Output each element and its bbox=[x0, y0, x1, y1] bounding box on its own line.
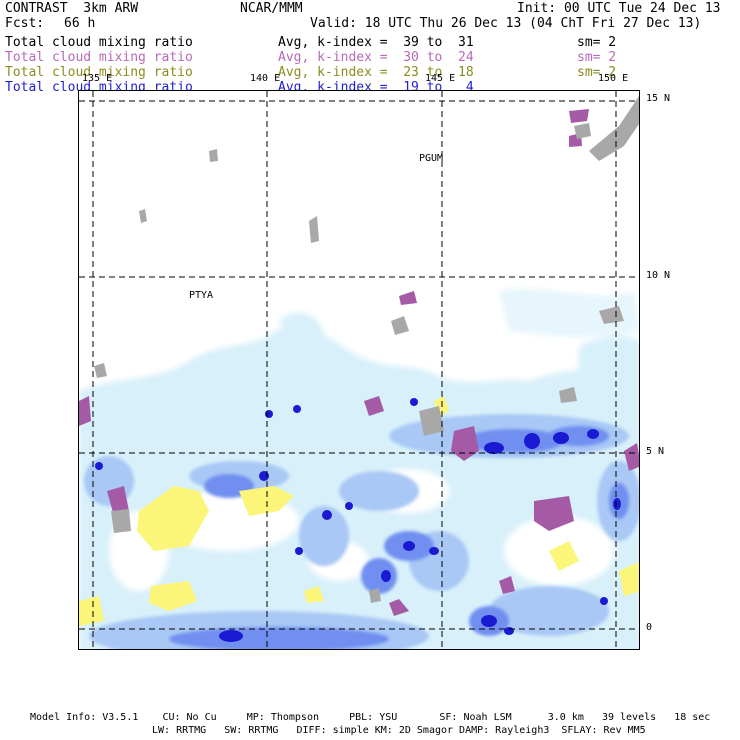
lat-label-0: 0 bbox=[646, 622, 653, 633]
purple-patches bbox=[79, 109, 639, 616]
lat-label-10n: 10 N bbox=[646, 270, 671, 281]
field-sm-3: sm= 2 bbox=[577, 65, 617, 80]
cloud-cores bbox=[95, 398, 621, 642]
lon-label-135e: 135 E bbox=[82, 73, 113, 84]
lat-label-15n: 15 N bbox=[646, 93, 671, 104]
field-stat-1: Avg, k-index = 39 to 31 bbox=[278, 35, 474, 50]
forecast-label: Fcst: bbox=[5, 16, 45, 31]
valid-time: Valid: 18 UTC Thu 26 Dec 13 (04 ChT Fri … bbox=[310, 16, 702, 31]
init-time: Init: 00 UTC Tue 24 Dec 13 bbox=[517, 1, 721, 16]
model-info-line2: LW: RRTMG SW: RRTMG DIFF: simple KM: 2D … bbox=[152, 725, 646, 736]
gray-patches bbox=[94, 96, 639, 603]
station-ptya: PTYA bbox=[189, 290, 214, 301]
field-sm-2: sm= 2 bbox=[577, 50, 617, 65]
field-name-1: Total cloud mixing ratio bbox=[5, 35, 193, 50]
center-name: NCAR/MMM bbox=[240, 1, 303, 16]
field-name-2: Total cloud mixing ratio bbox=[5, 50, 193, 65]
field-stat-3: Avg, k-index = 23 to 18 bbox=[278, 65, 474, 80]
lon-label-140e: 140 E bbox=[250, 73, 281, 84]
yellow-patches bbox=[79, 396, 639, 626]
lat-label-5n: 5 N bbox=[646, 446, 665, 457]
model-info-line1: Model Info: V3.5.1 CU: No Cu MP: Thompso… bbox=[30, 712, 711, 723]
field-stat-2: Avg, k-index = 30 to 24 bbox=[278, 50, 474, 65]
forecast-hours: 66 h bbox=[64, 16, 96, 31]
model-title: CONTRAST 3km ARW bbox=[5, 1, 139, 16]
map-panel[interactable]: PGUM PTYA bbox=[78, 90, 640, 650]
field-name-3: Total cloud mixing ratio bbox=[5, 65, 193, 80]
field-sm-1: sm= 2 bbox=[577, 35, 617, 50]
cloud-field-svg bbox=[79, 91, 639, 649]
grid-lines bbox=[79, 91, 639, 649]
lon-label-145e: 145 E bbox=[425, 73, 456, 84]
station-pgum: PGUM bbox=[419, 153, 444, 164]
lon-label-150e: 150 E bbox=[598, 73, 629, 84]
